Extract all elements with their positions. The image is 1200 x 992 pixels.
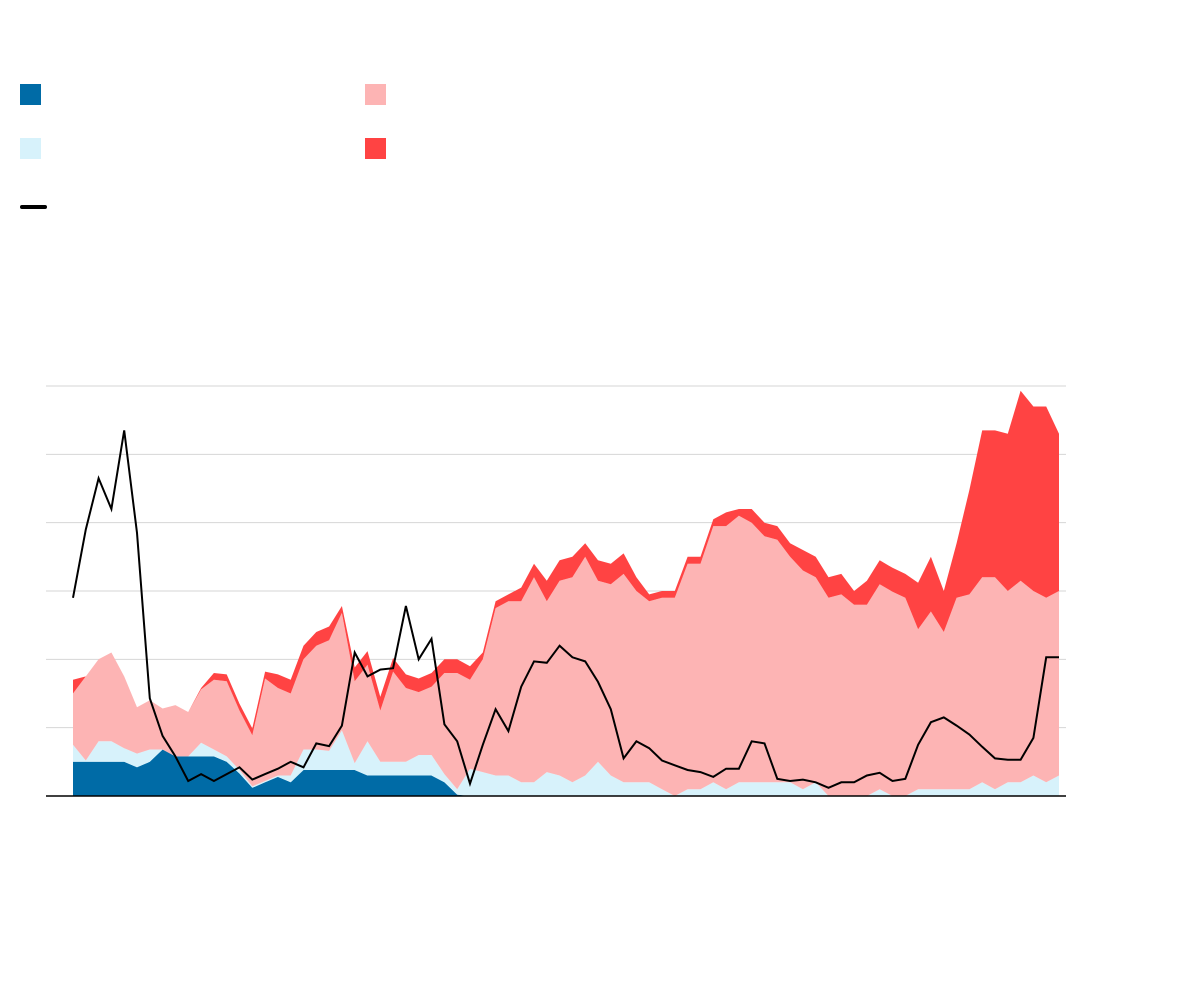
legend-swatch-1 [20,84,41,105]
legend-swatch-line [20,205,47,209]
stacked-areas [73,390,1059,796]
line-series [72,430,1059,789]
area-series-1 [73,749,1059,796]
legend-swatch-4 [365,138,386,159]
area-series-2 [73,730,1059,796]
area-series-4 [73,390,1059,736]
legend-swatch-2 [20,138,41,159]
area-series-3 [73,515,1059,796]
line-series-5 [72,430,1059,789]
legend [20,84,386,209]
legend-swatch-3 [365,84,386,105]
